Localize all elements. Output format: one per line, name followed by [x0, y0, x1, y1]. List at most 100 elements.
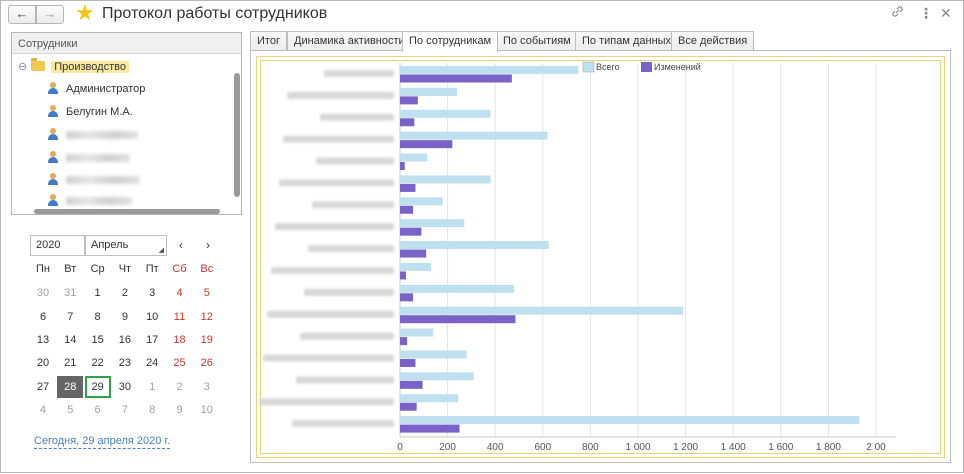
- calendar-day[interactable]: 12: [200, 310, 213, 323]
- calendar-day[interactable]: 2: [121, 287, 128, 300]
- calendar-day[interactable]: 5: [67, 403, 74, 416]
- tree-item-hidden[interactable]: [48, 125, 138, 145]
- forward-button[interactable]: →: [36, 5, 64, 24]
- calendar-day[interactable]: 21: [64, 357, 77, 370]
- tab-summary[interactable]: Итог: [250, 31, 287, 51]
- tree-item-hidden[interactable]: [48, 148, 130, 168]
- calendar-day[interactable]: 6: [94, 403, 101, 416]
- favorite-star-icon[interactable]: ★: [75, 0, 95, 25]
- collapse-icon[interactable]: ⊖: [18, 61, 28, 73]
- calendar-day[interactable]: 9: [176, 403, 183, 416]
- calendar-day[interactable]: 7: [121, 403, 128, 416]
- weekday-header: Вт: [64, 263, 77, 275]
- tree-item-hidden[interactable]: [48, 170, 140, 190]
- calendar-day[interactable]: 24: [146, 357, 159, 370]
- calendar-day[interactable]: 26: [200, 357, 213, 370]
- calendar-day[interactable]: 10: [200, 403, 213, 416]
- calendar-day[interactable]: 10: [146, 310, 159, 323]
- calendar-day[interactable]: 4: [176, 287, 183, 300]
- folder-icon: [31, 58, 46, 71]
- tree-item-hidden[interactable]: [48, 191, 132, 211]
- calendar-day[interactable]: 18: [173, 333, 186, 346]
- tab-by-events[interactable]: По событиям: [496, 31, 578, 51]
- tab-activity-dynamics[interactable]: Динамика активности: [287, 31, 412, 51]
- calendar-day[interactable]: 4: [39, 403, 47, 416]
- chart-inner-frame: [260, 60, 941, 454]
- next-month-button[interactable]: ›: [206, 238, 210, 252]
- calendar-day[interactable]: 2: [176, 380, 183, 393]
- calendar-day[interactable]: 11: [173, 310, 186, 323]
- calendar-day[interactable]: 27: [36, 380, 50, 393]
- tab-by-data-types[interactable]: По типам данных: [575, 31, 679, 51]
- redacted-name: [66, 131, 138, 140]
- user-icon: [48, 173, 58, 185]
- weekday-header: Пт: [145, 263, 159, 275]
- weekday-header: Пн: [36, 263, 50, 275]
- more-icon[interactable]: ⋮: [919, 5, 933, 21]
- user-icon: [48, 128, 58, 140]
- calendar-day[interactable]: 9: [121, 310, 128, 323]
- calendar-day[interactable]: 1: [149, 380, 156, 393]
- calendar-day[interactable]: 22: [91, 357, 104, 370]
- calendar-day[interactable]: 25: [173, 357, 186, 370]
- tree-horizontal-scrollbar[interactable]: [34, 209, 220, 214]
- calendar-day[interactable]: 3: [203, 380, 210, 393]
- month-value: Апрель: [91, 239, 129, 251]
- calendar-day[interactable]: 15: [91, 333, 104, 346]
- window-header: ← → ★ Протокол работы сотрудников ⋮ ✕: [1, 1, 963, 27]
- calendar-day[interactable]: 17: [146, 333, 159, 346]
- calendar-day[interactable]: 30: [36, 287, 50, 300]
- employee-tree[interactable]: Сотрудники ⊖ Производство Администратор Б…: [11, 32, 242, 215]
- calendar-day[interactable]: 8: [149, 403, 156, 416]
- calendar-day[interactable]: 6: [39, 310, 47, 323]
- tree-item-belugin[interactable]: Белугин М.А.: [48, 102, 133, 122]
- arrow-right-icon: →: [43, 6, 57, 21]
- tree-item-admin[interactable]: Администратор: [48, 79, 145, 99]
- calendar-day[interactable]: 5: [203, 287, 210, 300]
- redacted-name: [66, 197, 132, 206]
- calendar-day[interactable]: 3: [149, 287, 156, 300]
- tree-item-label: Белугин М.А.: [66, 106, 133, 118]
- today-link[interactable]: Сегодня, 29 апреля 2020 г.: [34, 435, 171, 449]
- link-icon[interactable]: [891, 5, 904, 21]
- tab-by-employees[interactable]: По сотрудникам: [402, 31, 499, 52]
- calendar-day[interactable]: 23: [118, 357, 132, 370]
- calendar-day[interactable]: 1: [94, 287, 101, 300]
- calendar-day[interactable]: 7: [67, 310, 74, 323]
- calendar-day[interactable]: 19: [200, 333, 213, 346]
- weekday-header: Ср: [90, 263, 105, 275]
- arrow-left-icon: ←: [15, 6, 29, 21]
- user-icon: [48, 194, 58, 206]
- calendar-day[interactable]: 13: [36, 333, 50, 346]
- tree-item-label: Администратор: [66, 83, 146, 95]
- calendar-day[interactable]: 28: [57, 375, 84, 398]
- calendar-day[interactable]: 29: [84, 375, 111, 398]
- prev-month-button[interactable]: ‹: [179, 238, 183, 252]
- calendar-day[interactable]: 16: [118, 333, 132, 346]
- weekday-header: Вс: [200, 263, 214, 275]
- year-value: 2020: [36, 239, 61, 251]
- calendar-day[interactable]: 8: [94, 310, 101, 323]
- user-icon: [48, 105, 58, 117]
- calendar-day[interactable]: 30: [118, 380, 132, 393]
- page-title: Протокол работы сотрудников: [102, 5, 328, 22]
- tree-root-label: Производство: [51, 61, 129, 73]
- user-icon: [48, 82, 58, 94]
- tree-header: Сотрудники: [12, 33, 241, 54]
- weekday-header: Чт: [118, 263, 132, 275]
- weekday-header: Сб: [172, 263, 187, 275]
- close-icon[interactable]: ✕: [940, 5, 952, 21]
- redacted-name: [66, 176, 140, 185]
- calendar-day[interactable]: 14: [64, 333, 77, 346]
- tree-vertical-scrollbar[interactable]: [234, 73, 240, 197]
- month-select[interactable]: Апрель ◢: [85, 235, 167, 256]
- tree-root-production[interactable]: ⊖ Производство: [18, 57, 129, 77]
- year-field[interactable]: 2020: [30, 235, 85, 256]
- calendar-day[interactable]: 20: [36, 357, 50, 370]
- back-button[interactable]: ←: [8, 5, 36, 24]
- tab-all-actions[interactable]: Все действия: [671, 31, 755, 51]
- dropdown-corner-icon: ◢: [158, 247, 164, 254]
- chart-frame: [256, 56, 945, 458]
- calendar-day[interactable]: 31: [64, 287, 77, 300]
